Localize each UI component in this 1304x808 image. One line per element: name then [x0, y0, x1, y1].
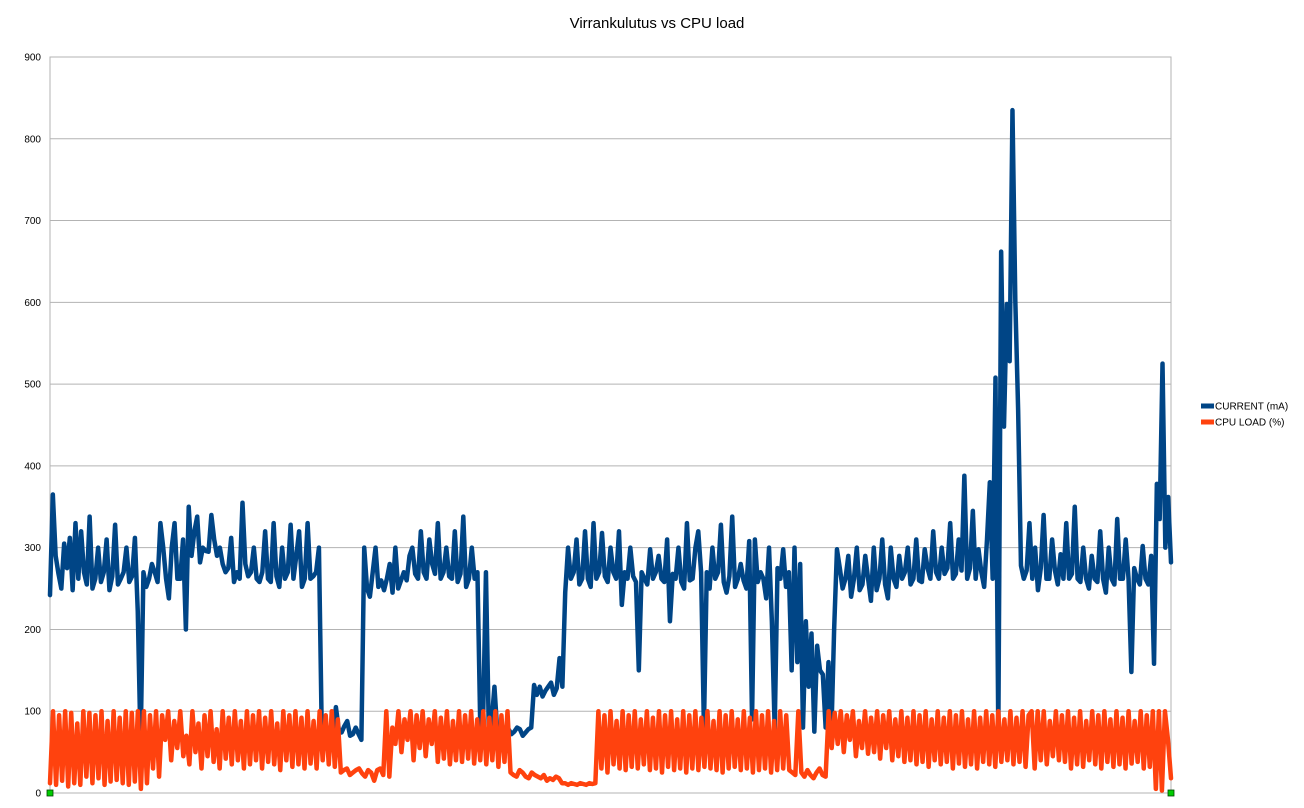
- legend-swatch-cpu-load: [1201, 419, 1214, 425]
- y-tick-label-100: 100: [24, 707, 41, 718]
- y-axis-ticks: 0 100 200 300 400 500 600 700 800 900: [24, 53, 41, 800]
- y-tick-label-800: 800: [24, 134, 41, 145]
- y-tick-label-900: 900: [24, 53, 41, 64]
- axis-marker-right: [1167, 789, 1175, 797]
- y-tick-label-500: 500: [24, 380, 41, 391]
- y-tick-label-200: 200: [24, 625, 41, 636]
- series-lines: [47, 107, 1174, 793]
- axis-end-markers: [46, 789, 1175, 797]
- legend-swatch-current: [1201, 403, 1214, 409]
- y-tick-label-300: 300: [24, 543, 41, 554]
- series-line-cpu-load: [47, 708, 1174, 793]
- plot-area-border: [49, 56, 1172, 794]
- y-tick-label-600: 600: [24, 298, 41, 309]
- y-tick-label-0: 0: [35, 789, 41, 800]
- legend: CURRENT (mA) CPU LOAD (%): [1201, 402, 1288, 429]
- chart-title: Virrankulutus vs CPU load: [570, 15, 745, 32]
- y-tick-label-700: 700: [24, 216, 41, 227]
- legend-label-current: CURRENT (mA): [1215, 402, 1288, 413]
- legend-label-cpu-load: CPU LOAD (%): [1215, 418, 1284, 429]
- y-tick-label-400: 400: [24, 461, 41, 472]
- axis-marker-left: [46, 789, 54, 797]
- series-line-current: [47, 107, 1174, 748]
